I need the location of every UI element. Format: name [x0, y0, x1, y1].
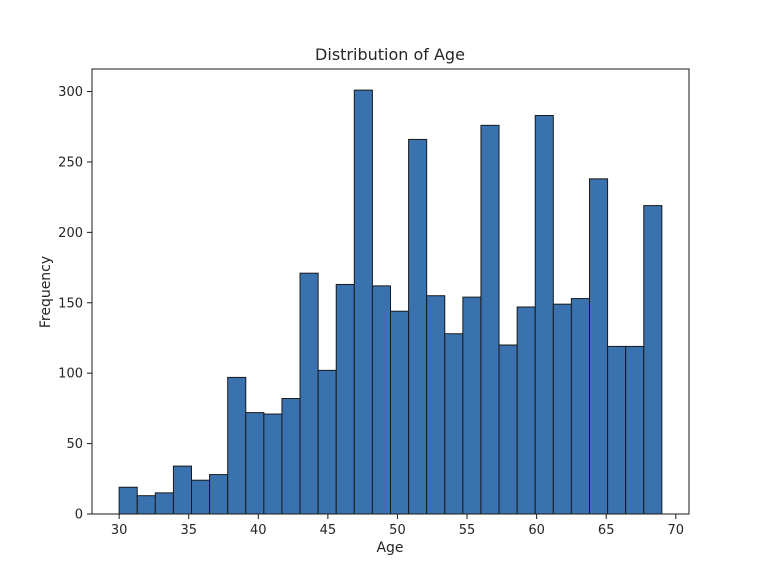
histogram-bar [281, 398, 301, 515]
y-tick-label: 50 [66, 437, 83, 452]
histogram-bar [353, 89, 373, 515]
histogram-bar [172, 465, 193, 515]
x-tick-label: 30 [111, 523, 128, 538]
y-tick-label: 0 [75, 508, 83, 523]
histogram-bar [299, 272, 319, 515]
y-tick-label: 150 [58, 296, 83, 311]
x-tick-label: 45 [320, 523, 337, 538]
x-tick-label: 35 [180, 523, 197, 538]
histogram-bar [335, 283, 355, 515]
x-tick-label: 40 [250, 523, 267, 538]
x-axis-ticks: 30 35 40 45 50 55 60 65 70 [111, 514, 684, 538]
histogram-bar [516, 306, 536, 515]
histogram-bar [444, 333, 464, 515]
x-tick-label: 60 [528, 523, 545, 538]
y-axis-ticks: 0 50 100 150 200 250 300 [58, 85, 92, 523]
y-tick-label: 250 [58, 155, 83, 170]
histogram-bar [426, 295, 446, 515]
histogram-bar [462, 296, 482, 515]
histogram-bar [408, 138, 428, 515]
histogram-bar [607, 345, 627, 515]
histogram-bar [227, 376, 247, 515]
histogram-bar [263, 413, 283, 515]
histogram-bar [136, 495, 156, 515]
histogram-bar [118, 486, 138, 515]
histogram-bar [154, 492, 174, 515]
histogram-bar [480, 124, 500, 515]
x-tick-label: 70 [668, 523, 685, 538]
histogram-bar [317, 369, 337, 515]
histogram-bar [191, 479, 211, 515]
histogram-bar [245, 412, 265, 515]
histogram-bar [552, 303, 572, 515]
y-tick-label: 300 [58, 85, 83, 100]
x-tick-label: 55 [459, 523, 476, 538]
bars-group [118, 89, 663, 515]
plot-frame [91, 68, 690, 515]
y-axis-label: Frequency [38, 256, 54, 328]
histogram-bar [589, 178, 609, 515]
y-tick-label: 200 [58, 226, 83, 241]
histogram-bar [498, 344, 518, 515]
histogram-bar [371, 285, 392, 515]
histogram-bar [209, 474, 229, 515]
chart-title: Distribution of Age [315, 45, 465, 64]
histogram-bar [390, 310, 410, 515]
y-tick-label: 100 [58, 367, 83, 382]
histogram-bar [534, 114, 554, 515]
x-axis-label: Age [376, 540, 403, 556]
histogram-bar [570, 298, 590, 515]
x-tick-label: 65 [598, 523, 615, 538]
histogram-bar [625, 345, 645, 515]
histogram-bar [643, 205, 663, 515]
x-tick-label: 50 [389, 523, 406, 538]
